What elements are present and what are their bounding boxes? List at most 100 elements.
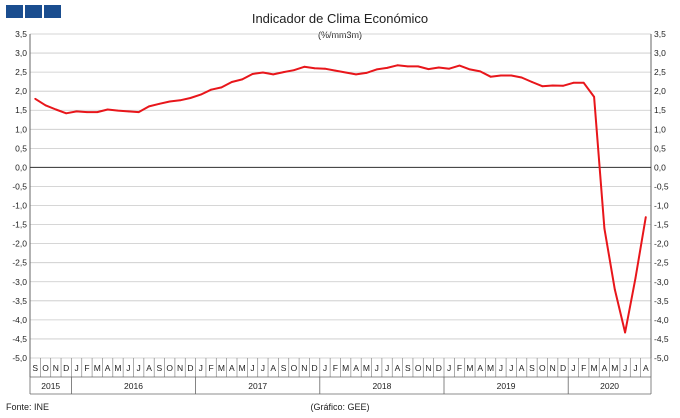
data-point <box>262 71 264 74</box>
data-point <box>469 68 471 71</box>
y-tick-label-right: -4,5 <box>654 334 669 344</box>
y-tick-label-right: -1,0 <box>654 201 669 211</box>
y-tick-label-right: -5,0 <box>654 353 669 363</box>
y-tick-label-left: -1,0 <box>12 201 27 211</box>
data-point <box>541 85 544 88</box>
data-point <box>551 84 554 87</box>
month-label: D <box>560 363 566 373</box>
data-point <box>55 108 57 111</box>
month-label: S <box>157 363 163 373</box>
data-point <box>417 65 419 68</box>
data-point <box>562 84 564 87</box>
y-tick-label-left: -4,0 <box>12 315 27 325</box>
year-label: 2019 <box>497 381 516 391</box>
y-tick-label-right: -3,5 <box>654 296 669 306</box>
chart-title: Indicador de Clima Económico <box>252 11 428 26</box>
month-label: J <box>447 363 451 373</box>
data-point <box>199 93 202 96</box>
data-point <box>582 81 585 84</box>
y-tick-label-right: 3,0 <box>654 48 666 58</box>
data-point <box>500 74 502 77</box>
y-tick-label-left: -1,5 <box>12 220 27 230</box>
data-point <box>644 216 647 218</box>
month-label: D <box>187 363 193 373</box>
month-label: J <box>571 363 575 373</box>
data-point <box>65 112 68 115</box>
y-tick-label-left: 2,5 <box>15 67 27 77</box>
y-tick-label-right: 1,5 <box>654 105 666 115</box>
data-point <box>179 99 182 102</box>
month-label: M <box>239 363 246 373</box>
data-point <box>148 105 150 108</box>
data-point <box>396 64 399 67</box>
month-label: S <box>281 363 287 373</box>
y-tick-label-right: 1,0 <box>654 124 666 134</box>
y-tick-label-left: -0,5 <box>12 181 27 191</box>
data-point <box>210 88 213 91</box>
y-axis-right: 3,5 3,0 2,5 2,0 1,5 1,0 0,5 0,0 -0,5 -1,0 -1,5 -2,0… <box>654 29 669 363</box>
month-label: D <box>312 363 318 373</box>
series-group <box>34 64 647 334</box>
month-label: J <box>323 363 327 373</box>
month-label: A <box>229 363 235 373</box>
year-label: 2020 <box>600 381 619 391</box>
month-label: N <box>53 363 59 373</box>
month-label: A <box>643 363 649 373</box>
year-label: 2018 <box>372 381 391 391</box>
data-point <box>520 76 523 79</box>
data-point <box>603 227 606 230</box>
data-point <box>510 74 513 77</box>
month-label: M <box>114 363 121 373</box>
month-label: J <box>375 363 379 373</box>
y-tick-label-right: -1,5 <box>654 220 669 230</box>
y-tick-label-left: -3,5 <box>12 296 27 306</box>
month-label: M <box>611 363 618 373</box>
data-point <box>489 75 492 78</box>
month-label: J <box>509 363 513 373</box>
data-point <box>386 67 388 69</box>
data-point <box>375 68 378 71</box>
month-label: M <box>94 363 101 373</box>
data-point <box>137 111 140 113</box>
logo-square-2 <box>25 5 42 18</box>
data-point <box>624 331 626 334</box>
month-label: F <box>581 363 586 373</box>
data-point <box>220 86 223 89</box>
y-tick-label-left: 0,0 <box>15 162 27 172</box>
data-point <box>437 66 440 69</box>
y-tick-label-right: 0,5 <box>654 143 666 153</box>
month-label: D <box>63 363 69 373</box>
y-tick-label-right: -0,5 <box>654 181 669 191</box>
series-line <box>34 64 647 334</box>
y-tick-label-right: 2,5 <box>654 67 666 77</box>
month-label: J <box>261 363 265 373</box>
month-label: M <box>591 363 598 373</box>
month-label: O <box>291 363 298 373</box>
year-label: 2017 <box>248 381 267 391</box>
month-label: D <box>436 363 442 373</box>
month-label: F <box>457 363 462 373</box>
data-point <box>168 100 171 103</box>
data-point <box>365 72 368 74</box>
data-point <box>117 109 119 112</box>
month-label: J <box>199 363 203 373</box>
month-label: F <box>333 363 338 373</box>
y-tick-label-left: 0,5 <box>15 143 27 153</box>
month-label: J <box>633 363 637 373</box>
y-tick-label-right: 0,0 <box>654 162 666 172</box>
data-point <box>303 65 306 68</box>
y-tick-label-right: 3,5 <box>654 29 666 39</box>
logo-square-3 <box>44 5 61 18</box>
y-tick-label-left: -4,5 <box>12 334 27 344</box>
data-point <box>127 110 130 113</box>
y-tick-label-right: 2,0 <box>654 86 666 96</box>
month-label: M <box>487 363 494 373</box>
month-label: J <box>250 363 254 373</box>
month-label: S <box>32 363 38 373</box>
data-point <box>189 97 192 99</box>
y-tick-label-left: 1,5 <box>15 105 27 115</box>
logo-square-1 <box>6 5 23 18</box>
data-point <box>313 67 316 70</box>
